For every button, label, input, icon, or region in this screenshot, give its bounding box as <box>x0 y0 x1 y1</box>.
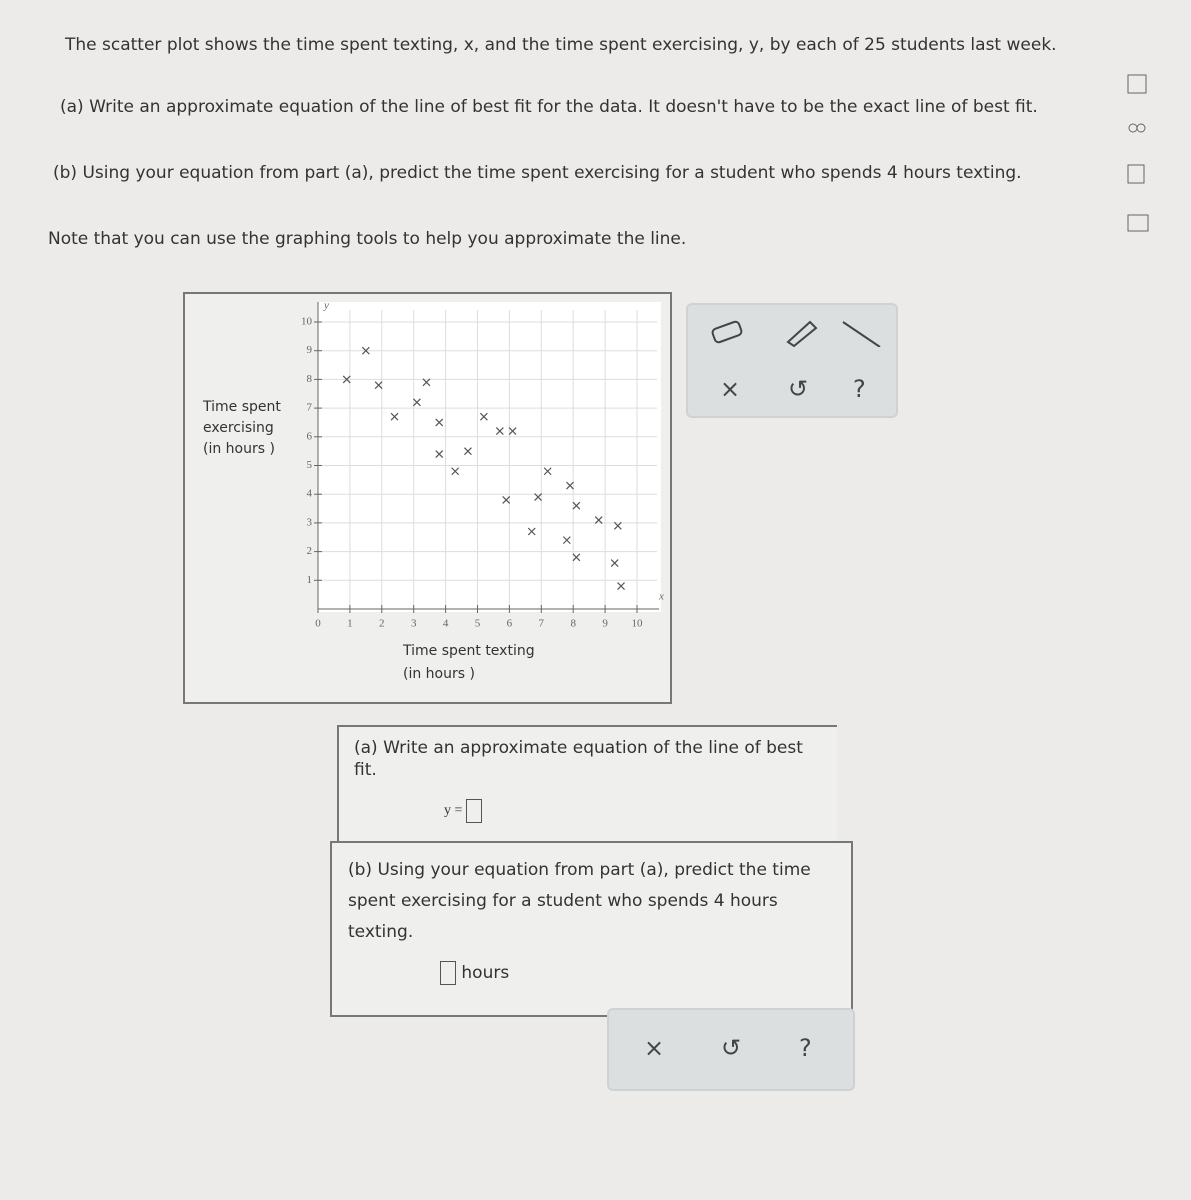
data-point <box>566 481 574 490</box>
data-point <box>534 493 543 501</box>
x-axis-name: x <box>658 591 664 603</box>
y-tick-label: 2 <box>307 545 313 557</box>
reader-icon[interactable] <box>1127 164 1145 184</box>
link-icon-2 <box>1136 123 1146 133</box>
undo-button[interactable]: ↺ <box>721 1034 742 1062</box>
x-tick-label: 4 <box>443 618 449 630</box>
side-icons <box>1127 74 1149 232</box>
undo-button[interactable]: ↺ <box>788 375 809 403</box>
data-point <box>508 427 517 435</box>
x-tick-label: 6 <box>507 618 513 630</box>
x-tick-label: 7 <box>539 618 545 630</box>
data-point <box>342 375 351 384</box>
answer-toolbar: × ↺ ? <box>607 1008 855 1091</box>
answer-a-field: y = <box>444 799 482 823</box>
note: Note that you can use the graphing tools… <box>48 229 687 249</box>
data-point <box>390 412 399 421</box>
x-tick-label: 0 <box>315 618 321 630</box>
pencil-icon[interactable] <box>786 320 818 347</box>
scatter-chart[interactable]: 0 1 2 3 4 5 6 7 8 9 10 1 2 3 4 5 6 7 8 9 10 x y Time spent exerc… <box>183 292 672 704</box>
y-tick-label: 9 <box>307 344 313 356</box>
y-axis-label: (in hours ) <box>203 441 275 457</box>
intro: The scatter plot shows the time spent te… <box>65 35 1057 55</box>
clear-button[interactable]: × <box>720 375 741 403</box>
link-icon[interactable] <box>1128 123 1138 133</box>
hours-input[interactable] <box>440 961 456 985</box>
plot-area <box>318 302 661 612</box>
data-point <box>502 496 511 504</box>
data-point <box>422 378 431 387</box>
data-point <box>451 467 460 476</box>
x-tick-label: 3 <box>411 618 417 630</box>
data-point <box>479 412 488 421</box>
data-point <box>572 501 581 510</box>
tool-icons <box>711 320 881 347</box>
data-point <box>361 346 370 355</box>
x-tick-label: 10 <box>632 618 644 630</box>
answer-b-prompt: (b) Using your equation from part (a), p… <box>348 860 811 942</box>
x-axis-label: Time spent texting <box>402 643 535 659</box>
answer-b-field: hours <box>440 961 509 985</box>
y-axis-label: exercising <box>203 420 274 436</box>
equation-lhs: y = <box>444 803 463 819</box>
data-point <box>464 447 472 456</box>
x-tick-label: 9 <box>602 618 608 630</box>
x-axis-label: (in hours ) <box>403 666 475 682</box>
y-tick-label: 1 <box>307 574 313 586</box>
data-point <box>495 427 504 435</box>
y-tick-label: 4 <box>307 488 313 500</box>
y-tick-label: 6 <box>307 430 313 442</box>
x-tick-label: 8 <box>570 618 576 630</box>
x-tick-label: 2 <box>379 618 385 630</box>
y-tick-label: 8 <box>307 373 313 385</box>
equation-input[interactable] <box>465 799 482 823</box>
graph-toolbar: × ↺ ? <box>686 303 898 418</box>
y-tick-label: 5 <box>307 459 313 471</box>
y-tick-label: 7 <box>307 402 313 414</box>
data-point <box>374 381 383 390</box>
part-a: (a) Write an approximate equation of the… <box>60 97 1038 117</box>
data-point <box>594 516 603 524</box>
y-axis-name: y <box>323 300 329 312</box>
y-tick-label: 10 <box>301 316 313 328</box>
help-button[interactable]: ? <box>853 375 866 403</box>
data-point <box>617 582 625 590</box>
data-point <box>435 418 444 427</box>
data-point <box>435 450 444 458</box>
data-point <box>613 521 622 530</box>
data-point <box>562 536 571 545</box>
calculator-icon[interactable] <box>1127 74 1147 94</box>
answer-a-prompt: (a) Write an approximate equation of the… <box>354 738 803 780</box>
clear-button[interactable]: × <box>644 1034 665 1062</box>
help-button[interactable]: ? <box>799 1034 812 1062</box>
y-tick-label: 3 <box>307 516 313 528</box>
data-point <box>572 553 581 562</box>
part-b: (b) Using your equation from part (a), p… <box>53 163 1022 183</box>
y-axis-label: Time spent <box>202 399 281 415</box>
data-point <box>610 559 619 568</box>
data-point <box>527 527 536 536</box>
answer-a-box: (a) Write an approximate equation of the… <box>337 725 837 843</box>
hours-unit: hours <box>461 963 510 983</box>
x-tick-label: 5 <box>475 618 481 630</box>
data-point <box>543 467 552 476</box>
data-point <box>412 398 421 407</box>
answer-b-box: (b) Using your equation from part (a), p… <box>330 841 853 1017</box>
mail-icon[interactable] <box>1127 214 1149 232</box>
x-tick-label: 1 <box>347 618 353 630</box>
line-tool-icon[interactable] <box>842 321 881 347</box>
eraser-icon[interactable] <box>711 320 743 344</box>
